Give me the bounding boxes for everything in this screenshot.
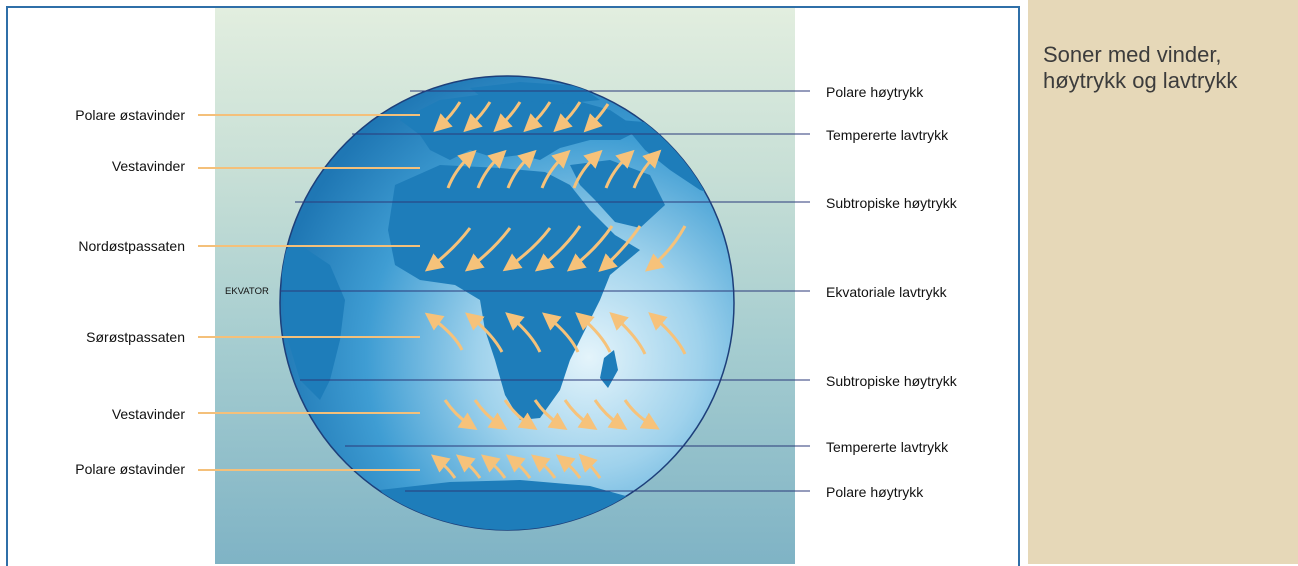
south-america-landmass [280, 245, 345, 400]
wind-arrows [424, 101, 687, 479]
arrow [609, 311, 647, 355]
left-pointer-lines [198, 114, 420, 471]
scandinavia-landmass [470, 82, 600, 104]
arrow [433, 101, 462, 133]
arrow [623, 399, 660, 430]
arrow [455, 454, 482, 479]
arrow [430, 454, 457, 479]
europe-landmass [400, 92, 640, 160]
label-tempererte-lavtrykk-south: Tempererte lavtrykk [826, 439, 949, 455]
madagascar-landmass [600, 350, 618, 388]
label-vestavinder-south: Vestavinder [111, 406, 185, 422]
label-vestavinder-north: Vestavinder [111, 158, 185, 174]
side-title: Soner med vinder, høytrykk og lavtrykk [1043, 42, 1238, 93]
label-sorostpassaten: Sørøstpassaten [86, 329, 185, 345]
arrow [463, 101, 492, 133]
label-nordostpassaten: Nordøstpassaten [78, 238, 185, 254]
arrow [480, 454, 507, 479]
arrow [542, 312, 580, 353]
arrow [505, 312, 542, 353]
arrow [572, 149, 603, 189]
arrow [644, 225, 687, 272]
label-polare-ostavinder-north: Polare østavinder [75, 107, 185, 123]
arrow [540, 149, 571, 189]
arrow [575, 312, 612, 353]
arrow [534, 225, 582, 272]
arrow [583, 103, 610, 133]
label-subtropiske-hoytrykk-south: Subtropiske høytrykk [826, 373, 957, 389]
arrow [523, 101, 552, 133]
arrow [533, 399, 568, 430]
arrow [493, 101, 522, 133]
label-polare-hoytrykk-south: Polare høytrykk [826, 484, 924, 500]
arrow [443, 399, 478, 430]
arrow [505, 454, 532, 479]
arrow [464, 227, 512, 272]
arrow [424, 312, 464, 351]
arrow [593, 399, 628, 430]
arrow [424, 227, 472, 272]
zone-lines [280, 90, 810, 492]
arrow [506, 149, 537, 189]
arrow [476, 149, 507, 189]
label-subtropiske-hoytrykk-north: Subtropiske høytrykk [826, 195, 957, 211]
arrow [503, 399, 538, 430]
arrow [578, 453, 602, 479]
arrow [530, 454, 557, 479]
arrow [553, 101, 582, 133]
arrow [555, 454, 582, 479]
arrow [598, 225, 642, 273]
arrow [465, 312, 504, 353]
label-polare-hoytrykk-north: Polare høytrykk [826, 84, 924, 100]
arrow [446, 149, 477, 189]
label-polare-ostavinder-south: Polare østavinder [75, 461, 185, 477]
arabia-landmass [570, 160, 665, 228]
arrow [648, 312, 687, 355]
arrow [566, 225, 614, 272]
label-ekvatoriale-lavtrykk: Ekvatoriale lavtrykk [826, 284, 947, 300]
arrow [632, 149, 662, 189]
arrow [604, 149, 635, 189]
side-panel [1028, 0, 1298, 564]
label-tempererte-lavtrykk-north: Tempererte lavtrykk [826, 127, 949, 143]
arrow [473, 399, 508, 430]
arrow [563, 399, 598, 430]
label-ekvator: EKVATOR [225, 286, 269, 297]
arrow [502, 227, 552, 272]
